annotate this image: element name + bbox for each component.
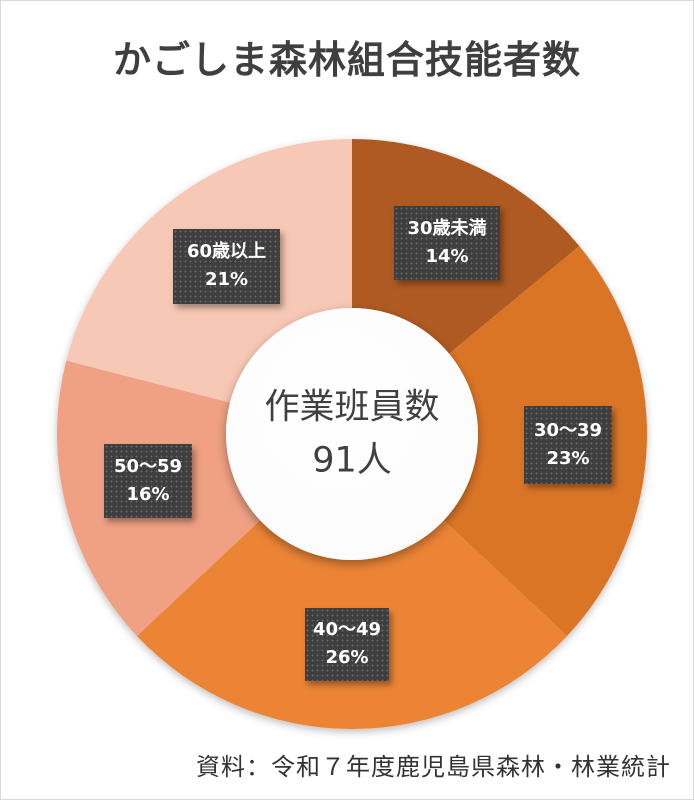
center-label-line2: 91人 [312,440,392,480]
source-note: 資料：令和７年度鹿児島県森林・林業統計 [196,753,671,781]
slice-label-text: 30歳未満 [407,217,487,239]
center-label-line1: 作業班員数 [264,387,440,428]
slice-label-text: 50〜59 [113,455,183,477]
slice-label-text: 60歳以上 [186,241,267,263]
slice-label-under-30: 30歳未満 14% [394,206,500,280]
slice-label-30-39: 30〜39 23% [524,406,612,484]
slice-label-60-over: 60歳以上 21% [173,229,280,304]
slice-percent-text: 21% [204,269,249,290]
slice-percent-text: 26% [325,647,369,668]
slice-percent-text: 16% [126,483,170,505]
slice-label-50-59: 50〜59 16% [104,444,192,518]
chart-title: かごしま森林組合技能者数 [112,38,581,82]
slice-label-text: 40〜49 [312,619,382,641]
donut-center-label: 作業班員数 91人 [264,382,439,487]
slice-label-text: 30〜39 [533,419,603,441]
donut-hole [226,308,478,560]
slice-label-40-49: 40〜49 26% [305,608,389,681]
slice-percent-text: 23% [546,447,590,469]
slice-percent-text: 14% [425,245,469,267]
